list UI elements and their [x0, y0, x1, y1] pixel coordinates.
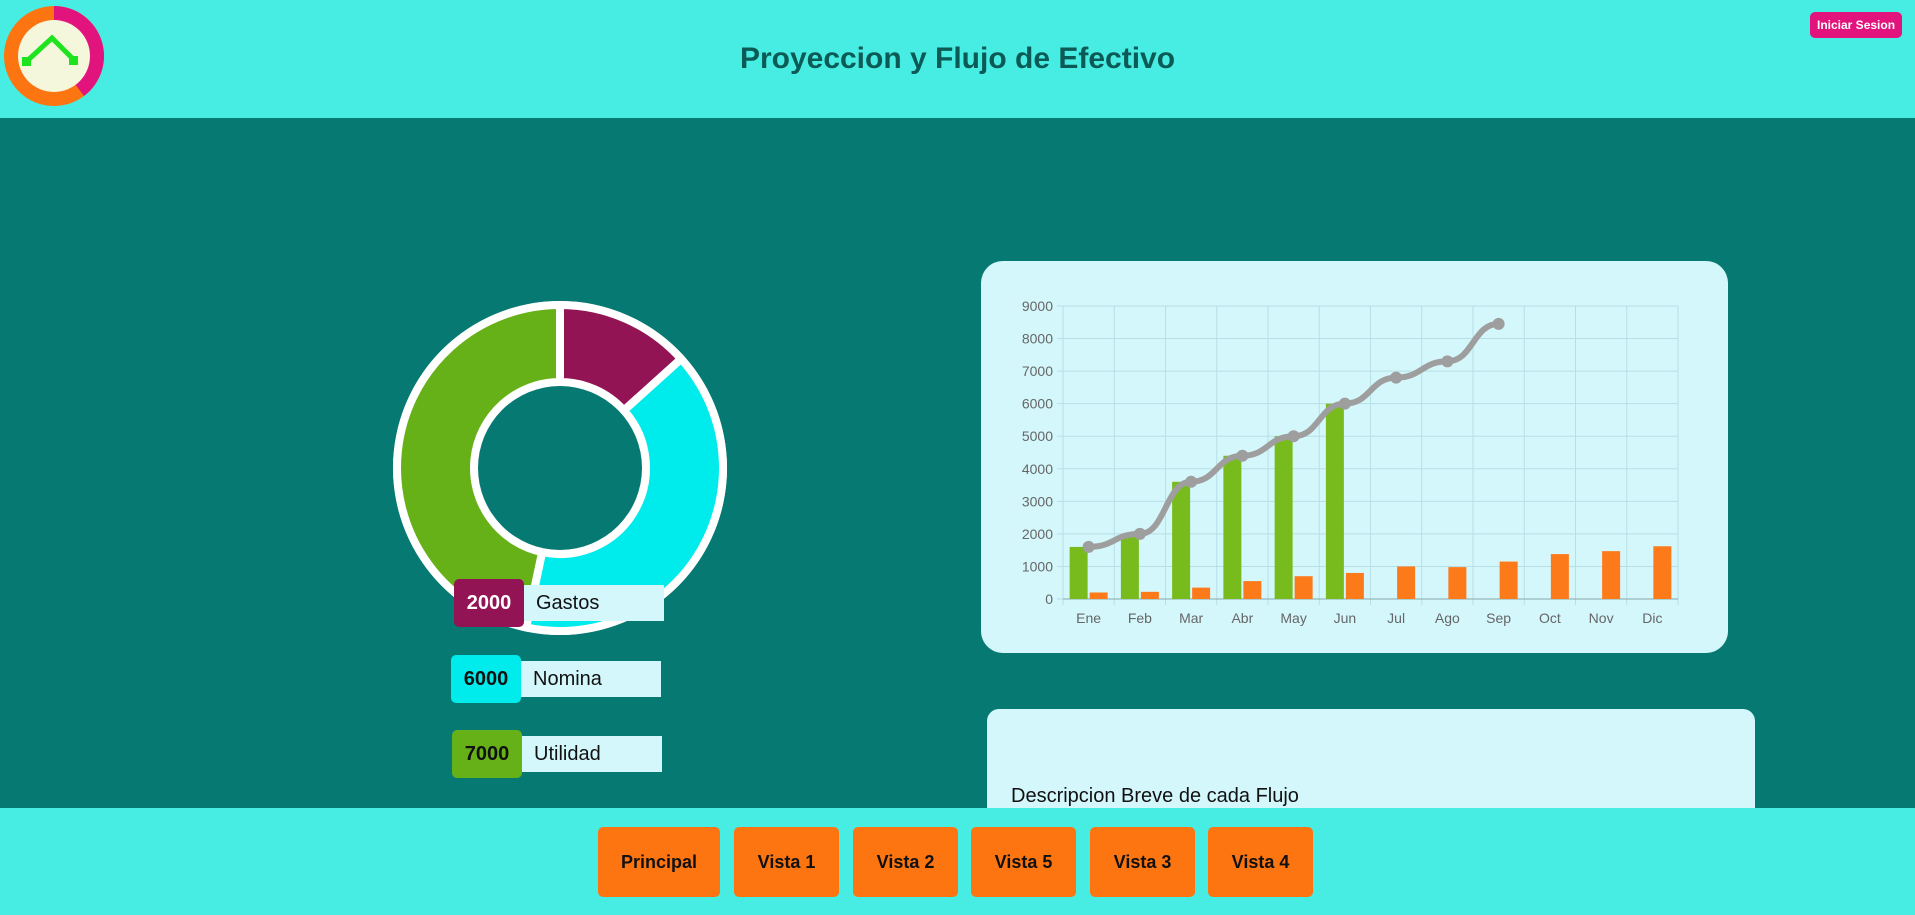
x-tick-label: Feb [1128, 610, 1152, 626]
footer-nav: Principal Vista 1 Vista 2 Vista 5 Vista … [0, 808, 1915, 915]
legend-value-badge: 7000 [452, 730, 522, 778]
legend-label: Gastos [524, 585, 664, 621]
bar-orange-jul[interactable] [1397, 566, 1416, 599]
line-point-jul[interactable] [1390, 371, 1403, 384]
bar-orange-oct[interactable] [1550, 554, 1569, 599]
x-tick-label: Jul [1387, 610, 1405, 626]
bar-green-jun[interactable] [1325, 403, 1344, 599]
legend-label: Nomina [521, 661, 661, 697]
x-tick-label: Oct [1539, 610, 1561, 626]
y-tick-label: 5000 [1022, 428, 1053, 444]
bar-orange-may[interactable] [1294, 576, 1313, 599]
bar-chart-panel: 0 1000 2000 3000 4000 5000 6000 7000 8000 9000 Ene… [981, 261, 1728, 653]
donut-slice-nomina[interactable] [521, 353, 727, 635]
y-tick-label: 0 [1045, 591, 1053, 607]
x-tick-label: May [1280, 610, 1306, 626]
y-tick-label: 4000 [1022, 461, 1053, 477]
bar-orange-sep[interactable] [1499, 561, 1518, 599]
main-content: 2000 Gastos 6000 Nomina 7000 Utilidad 0 1… [0, 118, 1915, 884]
bar-orange-nov[interactable] [1602, 551, 1621, 599]
line-point-ago[interactable] [1441, 355, 1454, 368]
bar-green-abr[interactable] [1223, 455, 1242, 599]
nav-button-vista-1[interactable]: Vista 1 [734, 827, 839, 897]
y-tick-label: 6000 [1022, 396, 1053, 412]
legend-label: Utilidad [522, 736, 662, 772]
y-tick-label: 2000 [1022, 526, 1053, 542]
line-point-jun[interactable] [1338, 397, 1351, 410]
header-bar: Proyeccion y Flujo de Efectivo Iniciar S… [0, 0, 1915, 118]
donut-slice-utilidad[interactable] [393, 300, 564, 633]
line-point-ene[interactable] [1082, 540, 1095, 553]
nav-button-principal[interactable]: Principal [598, 827, 720, 897]
line-point-sep[interactable] [1492, 317, 1505, 330]
nav-button-vista-4[interactable]: Vista 4 [1208, 827, 1313, 897]
bar-orange-dic[interactable] [1653, 546, 1672, 599]
y-tick-label: 1000 [1022, 558, 1053, 574]
donut-hole [478, 386, 642, 550]
y-tick-label: 8000 [1022, 331, 1053, 347]
x-tick-label: Ago [1435, 610, 1460, 626]
line-point-mar[interactable] [1185, 475, 1198, 488]
line-point-feb[interactable] [1133, 527, 1146, 540]
bar-orange-feb[interactable] [1140, 591, 1159, 599]
bar-chart: 0 1000 2000 3000 4000 5000 6000 7000 8000 9000 Ene… [1022, 298, 1679, 626]
x-tick-label: Sep [1486, 610, 1511, 626]
bar-green-may[interactable] [1274, 436, 1293, 599]
line-point-abr[interactable] [1236, 449, 1249, 462]
y-tick-label: 3000 [1022, 493, 1053, 509]
line-point-may[interactable] [1287, 430, 1300, 443]
x-tick-label: Ene [1076, 610, 1101, 626]
x-tick-label: Jun [1334, 610, 1357, 626]
legend-value-badge: 2000 [454, 579, 524, 627]
y-tick-label: 7000 [1022, 363, 1053, 379]
bar-orange-jun[interactable] [1345, 572, 1364, 599]
page-title: Proyeccion y Flujo de Efectivo [739, 42, 1176, 75]
donut-chart [393, 300, 727, 635]
bar-orange-mar[interactable] [1192, 587, 1211, 599]
bar-green-mar[interactable] [1172, 481, 1191, 599]
bar-green-ene[interactable] [1069, 546, 1088, 599]
x-tick-label: Dic [1642, 610, 1662, 626]
description-text: Descripcion Breve de cada Flujo [1011, 785, 1299, 807]
bar-orange-ene[interactable] [1089, 592, 1108, 599]
bar-green-feb[interactable] [1120, 533, 1139, 599]
bar-orange-ago[interactable] [1448, 567, 1467, 599]
y-tick-label: 9000 [1022, 298, 1053, 314]
nav-button-vista-3[interactable]: Vista 3 [1090, 827, 1195, 897]
x-tick-label: Nov [1589, 610, 1614, 626]
x-tick-label: Mar [1179, 610, 1203, 626]
legend-value-badge: 6000 [451, 655, 521, 703]
bar-orange-abr[interactable] [1243, 581, 1262, 599]
chart-logo-icon[interactable] [2, 4, 106, 108]
nav-button-vista-2[interactable]: Vista 2 [853, 827, 958, 897]
nav-button-vista-5[interactable]: Vista 5 [971, 827, 1076, 897]
login-button[interactable]: Iniciar Sesion [1810, 12, 1903, 38]
x-tick-label: Abr [1231, 610, 1253, 626]
